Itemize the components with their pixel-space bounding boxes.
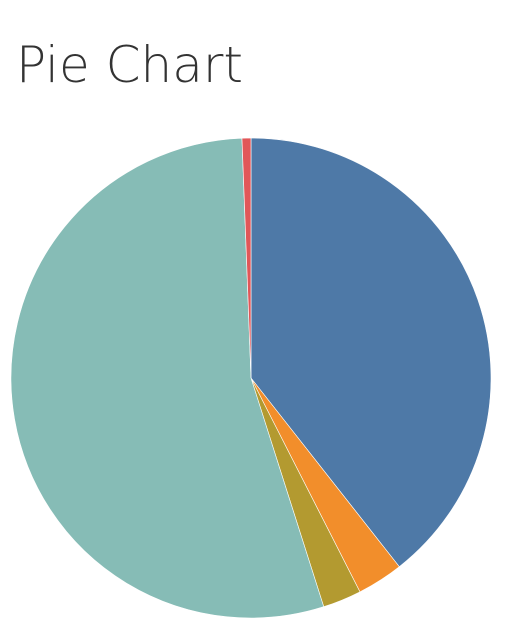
pie-slice bbox=[250, 137, 492, 568]
pie-slice bbox=[10, 137, 325, 619]
pie-slice bbox=[241, 137, 252, 379]
chart-title: Pie Chart bbox=[16, 36, 243, 94]
pie bbox=[10, 137, 492, 619]
